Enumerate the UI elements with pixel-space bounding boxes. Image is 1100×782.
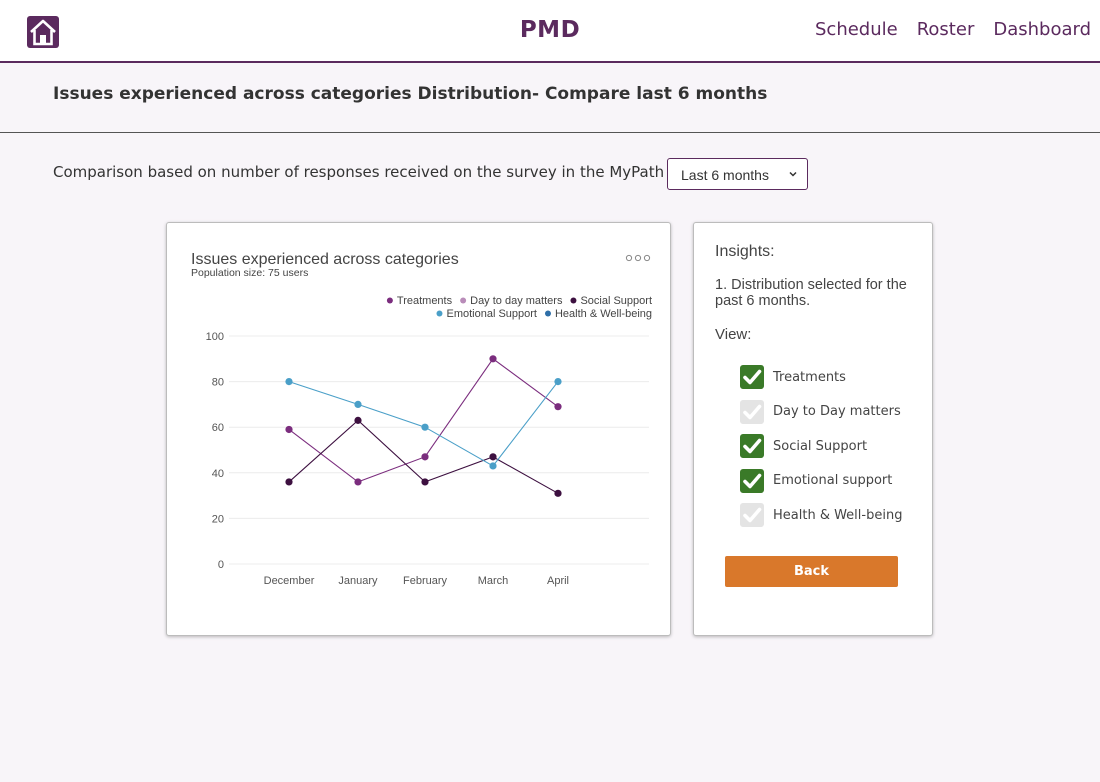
legend-item[interactable]: Social Support bbox=[570, 295, 652, 307]
view-filter-label: Social Support bbox=[773, 438, 868, 454]
view-filter-item[interactable]: Health & Well-being bbox=[740, 498, 902, 533]
checked-checkbox-icon[interactable] bbox=[740, 434, 764, 459]
y-tick-label: 20 bbox=[212, 513, 224, 525]
data-point[interactable] bbox=[421, 453, 429, 461]
legend-label: Treatments bbox=[397, 295, 453, 307]
x-tick-label: January bbox=[338, 575, 378, 587]
line-chart: Issues experienced across categories Pop… bbox=[191, 251, 652, 587]
legend-marker bbox=[386, 297, 393, 304]
legend-marker bbox=[436, 310, 443, 317]
data-point[interactable] bbox=[354, 400, 362, 408]
x-axis: December January February March April bbox=[264, 575, 569, 587]
legend-item[interactable]: Health & Well-being bbox=[544, 308, 652, 320]
range-select-value: Last 6 months bbox=[681, 167, 769, 183]
title-divider bbox=[0, 132, 1100, 133]
data-point[interactable] bbox=[554, 489, 562, 497]
legend-item[interactable]: Treatments bbox=[386, 295, 453, 307]
top-bar: PMD Schedule Roster Dashboard bbox=[0, 0, 1100, 63]
data-point[interactable] bbox=[285, 425, 293, 434]
x-tick-label: December bbox=[264, 575, 315, 587]
data-point[interactable] bbox=[489, 355, 497, 363]
legend-label: Social Support bbox=[580, 295, 652, 307]
series-line bbox=[288, 381, 559, 467]
data-point[interactable] bbox=[285, 478, 293, 486]
series-social-support bbox=[285, 416, 562, 497]
view-filter-item[interactable]: Day to Day matters bbox=[740, 395, 902, 430]
home-icon[interactable] bbox=[26, 15, 60, 49]
checked-checkbox-icon[interactable] bbox=[740, 365, 764, 390]
data-point[interactable] bbox=[285, 378, 293, 386]
data-point[interactable] bbox=[489, 453, 497, 461]
chart-title: Issues experienced across categories bbox=[191, 251, 459, 268]
legend-label: Health & Well-being bbox=[555, 308, 652, 320]
data-point[interactable] bbox=[354, 478, 362, 486]
chart-card: Issues experienced across categories Pop… bbox=[166, 222, 671, 636]
nav-schedule[interactable]: Schedule bbox=[815, 19, 898, 40]
data-point[interactable] bbox=[421, 423, 429, 431]
y-tick-label: 0 bbox=[218, 559, 224, 571]
back-button[interactable]: Back bbox=[725, 556, 898, 587]
data-point[interactable] bbox=[554, 378, 562, 386]
x-tick-label: February bbox=[403, 575, 448, 587]
page-title: Issues experienced across categories Dis… bbox=[53, 84, 768, 104]
range-select[interactable]: Last 6 months bbox=[667, 158, 808, 190]
view-filter-item[interactable]: Emotional support bbox=[740, 464, 902, 499]
y-tick-label: 60 bbox=[212, 422, 224, 434]
view-filter-label: Emotional support bbox=[773, 473, 893, 489]
legend-marker bbox=[460, 297, 467, 304]
series-treatments bbox=[285, 355, 562, 486]
chart-legend: Social Support Day to day matters Treatmen… bbox=[386, 295, 652, 320]
data-point[interactable] bbox=[554, 403, 562, 411]
view-filter-item[interactable]: Treatments bbox=[740, 360, 902, 395]
chart-grid bbox=[229, 335, 649, 565]
insights-text: 1. Distribution selected for the past 6 … bbox=[715, 277, 907, 309]
data-point[interactable] bbox=[354, 416, 362, 424]
x-tick-label: March bbox=[478, 575, 509, 587]
chart-series bbox=[285, 355, 562, 497]
data-point[interactable] bbox=[489, 462, 497, 470]
brand-title: PMD bbox=[519, 17, 581, 43]
series-line bbox=[288, 358, 559, 483]
nav-roster[interactable]: Roster bbox=[916, 19, 975, 40]
chart-subtitle: Population size: 75 users bbox=[191, 267, 308, 279]
view-filter-label: Day to Day matters bbox=[773, 404, 901, 420]
more-options-icon[interactable] bbox=[625, 254, 651, 262]
legend-label: Day to day matters bbox=[470, 295, 563, 307]
checked-checkbox-icon[interactable] bbox=[740, 468, 764, 493]
main-nav: Schedule Roster Dashboard bbox=[815, 19, 1091, 40]
series-emotional-support bbox=[285, 378, 562, 470]
insights-title: Insights: bbox=[715, 243, 775, 260]
view-filter-label: Health & Well-being bbox=[773, 507, 903, 523]
comparison-description: Comparison based on number of responses … bbox=[53, 163, 771, 181]
legend-item[interactable]: Emotional Support bbox=[436, 308, 537, 320]
y-tick-label: 100 bbox=[206, 331, 224, 343]
data-point[interactable] bbox=[421, 478, 429, 486]
chevron-down-icon bbox=[789, 171, 797, 177]
legend-item[interactable]: Day to day matters bbox=[460, 295, 563, 307]
view-filter-item[interactable]: Social Support bbox=[740, 429, 902, 464]
legend-marker bbox=[544, 310, 551, 317]
unchecked-checkbox-icon[interactable] bbox=[740, 503, 764, 528]
y-tick-label: 80 bbox=[212, 377, 224, 389]
legend-label: Emotional Support bbox=[446, 308, 537, 320]
view-label: View: bbox=[715, 326, 752, 343]
view-filter-list: Treatments Day to Day matters Social Suppo… bbox=[740, 360, 902, 533]
unchecked-checkbox-icon[interactable] bbox=[740, 399, 764, 424]
legend-marker bbox=[570, 297, 577, 304]
y-axis: 0 20 40 60 80 100 bbox=[206, 331, 224, 571]
insights-card: Insights: 1. Distribution selected for t… bbox=[693, 222, 933, 636]
nav-dashboard[interactable]: Dashboard bbox=[993, 19, 1091, 40]
view-filter-label: Treatments bbox=[773, 369, 846, 385]
y-tick-label: 40 bbox=[212, 468, 224, 480]
x-tick-label: April bbox=[547, 575, 569, 587]
